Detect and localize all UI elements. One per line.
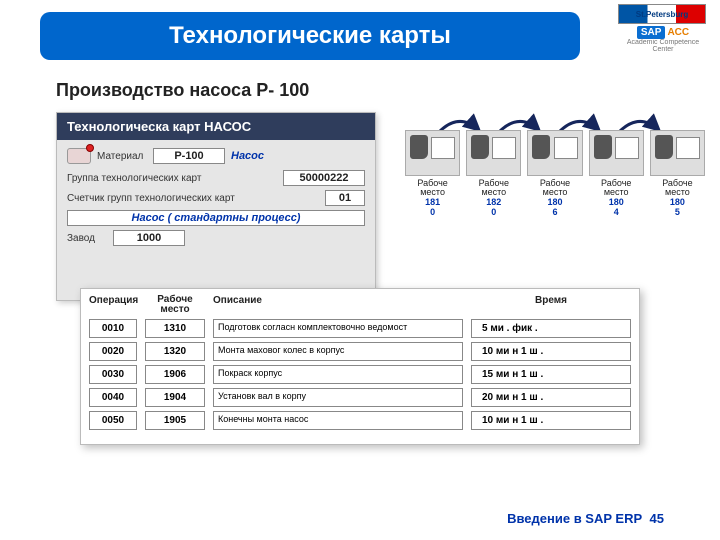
page-title: Технологические карты — [169, 22, 451, 50]
table-row: 0010 1310 Подготовк согласн комплектовочно… — [89, 319, 631, 338]
routing-card-panel: Технологическа карт НАСОС Материал P-100… — [56, 112, 376, 301]
op-workplace: 1905 — [145, 411, 205, 430]
panel-body: Материал P-100 Насос Группа технологичес… — [57, 140, 375, 300]
op-description: Покраск корпус — [213, 365, 463, 384]
workplace-id: 1806 — [527, 197, 582, 217]
operations-header: Операция Рабоче место Описание Время — [89, 295, 631, 315]
op-number: 0040 — [89, 388, 137, 407]
workplace-icon — [650, 130, 705, 176]
workplace-icon — [589, 130, 644, 176]
footer-page: 45 — [650, 511, 664, 526]
material-desc: Насос — [231, 150, 264, 162]
workplace-item: Рабоче место1820 — [466, 130, 521, 217]
operations-table: Операция Рабоче место Описание Время 001… — [80, 288, 640, 445]
workplace-icon — [466, 130, 521, 176]
counter-label: Счетчик групп технологических карт — [67, 193, 247, 204]
table-row: 0030 1906 Покраск корпус 15 ми н 1 ш . — [89, 365, 631, 384]
op-number: 0020 — [89, 342, 137, 361]
subtitle: Производство насоса P- 100 — [56, 80, 309, 101]
table-row: 0020 1320 Монта маховог колес в корпус 10 м… — [89, 342, 631, 361]
col-description: Описание — [213, 295, 463, 315]
op-time: 10 ми н 1 ш . — [471, 411, 631, 430]
page-title-bar: Технологические карты — [40, 12, 580, 60]
workplace-item: Рабоче место1804 — [589, 130, 644, 217]
material-field: P-100 — [153, 148, 225, 164]
table-row: 0040 1904 Установк вал в корпу 20 ми н 1 ш … — [89, 388, 631, 407]
op-time: 10 ми н 1 ш . — [471, 342, 631, 361]
op-workplace: 1310 — [145, 319, 205, 338]
material-label: Материал — [97, 151, 147, 162]
op-time: 5 ми . фик . — [471, 319, 631, 338]
op-workplace: 1904 — [145, 388, 205, 407]
workplace-id: 1805 — [650, 197, 705, 217]
op-workplace: 1320 — [145, 342, 205, 361]
workplace-item: Рабоче место1806 — [527, 130, 582, 217]
acc-label: ACC — [667, 27, 689, 38]
city-flag: St.Petersburg — [618, 4, 706, 24]
op-description: Установк вал в корпу — [213, 388, 463, 407]
op-time: 15 ми н 1 ш . — [471, 365, 631, 384]
corner-logo: St.Petersburg SAPACC Academic Competence… — [618, 4, 708, 53]
op-number: 0010 — [89, 319, 137, 338]
op-description: Подготовк согласн комплектовочно ведомос… — [213, 319, 463, 338]
op-number: 0030 — [89, 365, 137, 384]
workplace-id: 1820 — [466, 197, 521, 217]
process-field: Насос ( стандартны процесс) — [67, 210, 365, 226]
plant-field: 1000 — [113, 230, 185, 246]
op-description: Монта маховог колес в корпус — [213, 342, 463, 361]
group-label: Группа технологических карт — [67, 173, 217, 184]
footer: Введение в SAP ERP 45 — [507, 511, 664, 526]
workplace-label: Рабоче место — [650, 179, 705, 197]
op-workplace: 1906 — [145, 365, 205, 384]
workplace-label: Рабоче место — [466, 179, 521, 197]
op-time: 20 ми н 1 ш . — [471, 388, 631, 407]
workplace-label: Рабоче место — [589, 179, 644, 197]
device-icon — [67, 146, 91, 166]
op-description: Конечны монта насос — [213, 411, 463, 430]
operations-body: 0010 1310 Подготовк согласн комплектовочно… — [89, 319, 631, 430]
panel-title: Технологическа карт НАСОС — [57, 113, 375, 140]
workplace-label: Рабоче место — [405, 179, 460, 197]
op-number: 0050 — [89, 411, 137, 430]
plant-label: Завод — [67, 233, 107, 244]
logo-subtext: Academic Competence Center — [618, 39, 708, 53]
footer-text: Введение в SAP ERP — [507, 511, 642, 526]
workplaces-row: Рабоче место1810Рабоче место1820Рабоче м… — [405, 130, 705, 217]
workplace-id: 1804 — [589, 197, 644, 217]
counter-field: 01 — [325, 190, 365, 206]
col-operation: Операция — [89, 295, 137, 315]
col-time: Время — [471, 295, 631, 315]
group-field: 50000222 — [283, 170, 365, 186]
col-workplace: Рабоче место — [145, 295, 205, 315]
workplace-id: 1810 — [405, 197, 460, 217]
workplace-icon — [527, 130, 582, 176]
table-row: 0050 1905 Конечны монта насос 10 ми н 1 ш . — [89, 411, 631, 430]
sap-badge: SAP — [637, 26, 666, 39]
sap-acc-row: SAPACC — [618, 24, 708, 39]
workplace-icon — [405, 130, 460, 176]
workplace-item: Рабоче место1805 — [650, 130, 705, 217]
workplace-label: Рабоче место — [527, 179, 582, 197]
workplace-item: Рабоче место1810 — [405, 130, 460, 217]
